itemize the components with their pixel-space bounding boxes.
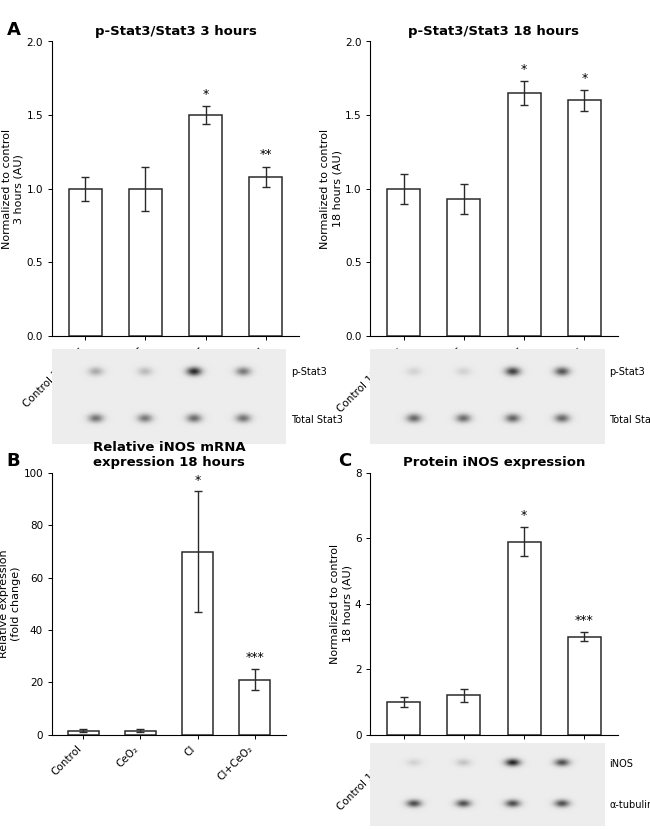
Y-axis label: Normalized to control
18 hours (AU): Normalized to control 18 hours (AU) — [330, 544, 352, 664]
Bar — [447, 696, 480, 735]
Text: Total Stat3: Total Stat3 — [609, 415, 650, 425]
Text: ***: *** — [245, 652, 264, 665]
Text: *: * — [203, 88, 209, 101]
Text: B: B — [6, 452, 20, 471]
Text: p-Stat3: p-Stat3 — [609, 368, 645, 378]
Bar — [125, 730, 156, 735]
Bar — [129, 189, 162, 336]
Title: p-Stat3/Stat3 18 hours: p-Stat3/Stat3 18 hours — [408, 25, 580, 37]
Text: Total Stat3: Total Stat3 — [291, 415, 343, 425]
Title: Relative iNOS mRNA
expression 18 hours: Relative iNOS mRNA expression 18 hours — [93, 442, 245, 469]
Bar — [68, 730, 99, 735]
Bar — [508, 93, 541, 336]
Text: *: * — [521, 63, 527, 76]
Text: ***: *** — [575, 614, 593, 627]
Bar — [182, 551, 213, 735]
Text: *: * — [194, 474, 201, 486]
Text: *: * — [521, 510, 527, 522]
Y-axis label: Normalized to control
18 hours (AU): Normalized to control 18 hours (AU) — [320, 129, 342, 249]
Text: *: * — [581, 72, 588, 85]
Y-axis label: Normalized to control
3 hours (AU): Normalized to control 3 hours (AU) — [2, 129, 23, 249]
Bar — [447, 199, 480, 336]
Bar — [189, 115, 222, 336]
Bar — [239, 680, 270, 735]
Text: α-tubulin: α-tubulin — [609, 800, 650, 810]
Bar — [387, 702, 420, 735]
Bar — [568, 100, 601, 336]
Bar — [68, 189, 101, 336]
Text: **: ** — [259, 149, 272, 161]
Bar — [568, 637, 601, 735]
Text: iNOS: iNOS — [609, 759, 633, 769]
Y-axis label: Relative expression
(fold change): Relative expression (fold change) — [0, 549, 21, 658]
Text: A: A — [6, 21, 20, 39]
Text: p-Stat3: p-Stat3 — [291, 368, 326, 378]
Title: Protein iNOS expression: Protein iNOS expression — [403, 457, 585, 469]
Bar — [387, 189, 420, 336]
Text: C: C — [338, 452, 351, 471]
Bar — [508, 542, 541, 735]
Bar — [250, 177, 283, 336]
Title: p-Stat3/Stat3 3 hours: p-Stat3/Stat3 3 hours — [94, 25, 257, 37]
